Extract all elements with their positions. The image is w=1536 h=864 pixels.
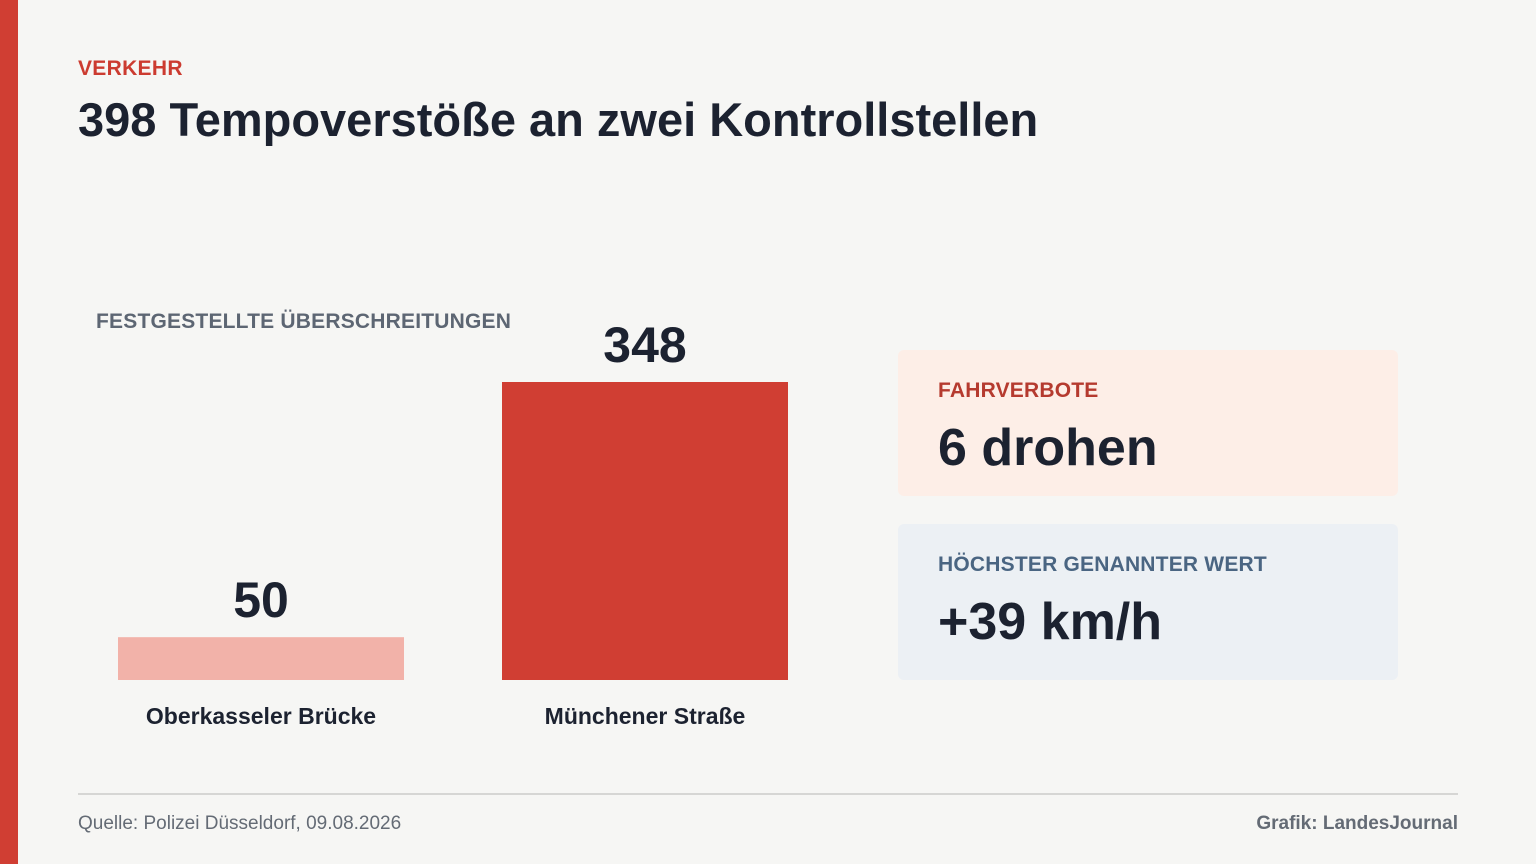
driving-ban-value: 6 drohen <box>938 419 1158 477</box>
top-speed-card: HÖCHSTER GENANNTER WERT +39 km/h <box>898 524 1398 680</box>
bar-2 <box>502 382 788 680</box>
bar-chart: 50 Oberkasseler Brücke 348 Münchener Straße <box>118 317 788 729</box>
kicker: VERKEHR <box>78 57 183 80</box>
source-note: Quelle: Polizei Düsseldorf, 09.08.2026 <box>78 813 402 834</box>
bar-value-label-1: 50 <box>233 572 289 628</box>
graphic-credit: Grafik: LandesJournal <box>1256 813 1458 834</box>
driving-ban-label: FAHRVERBOTE <box>938 379 1099 402</box>
category-label-2: Münchener Straße <box>545 703 746 729</box>
accent-bar <box>0 0 18 864</box>
headline: 398 Tempoverstöße an zwei Kontrollstelle… <box>78 93 1039 146</box>
top-speed-value: +39 km/h <box>938 593 1163 651</box>
top-speed-label: HÖCHSTER GENANNTER WERT <box>938 553 1267 576</box>
chart-title: FESTGESTELLTE ÜBERSCHREITUNGEN <box>96 310 512 333</box>
category-label-1: Oberkasseler Brücke <box>146 703 376 729</box>
driving-ban-card: FAHRVERBOTE 6 drohen <box>898 350 1398 496</box>
bar-1 <box>118 637 404 680</box>
bar-value-label-2: 348 <box>603 317 686 373</box>
footer-divider <box>78 793 1458 795</box>
